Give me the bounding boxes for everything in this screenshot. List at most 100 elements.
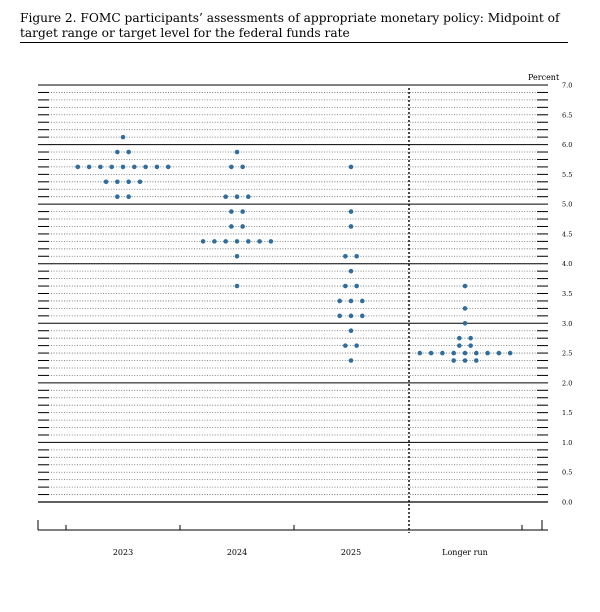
y-tick-label: 6.0 [562,141,572,149]
y-tick-label: 5.5 [562,171,572,179]
participant-dot [428,350,434,356]
participant-dot [132,164,137,170]
y-tick-label: 6.5 [562,111,572,119]
participant-dot [86,164,92,170]
participant-dot [451,350,457,356]
participant-dot [109,164,114,170]
participant-dot [229,224,234,229]
participant-dot [496,350,502,356]
participant-dot [360,298,365,304]
participant-dot [120,164,126,170]
y-axis-label: Percent [528,73,560,82]
participant-dot [223,239,228,244]
y-tick-label: 1.0 [562,439,572,447]
x-category-label: Longer run [442,548,488,557]
y-tick-label: 4.0 [562,260,572,268]
participant-dot [98,164,103,170]
participant-dot [354,283,359,289]
participant-dot [246,194,251,199]
x-category-label: 2023 [113,548,133,557]
participant-dot [354,343,359,348]
x-category-label: 2024 [227,548,247,557]
participant-dot [360,313,365,319]
participant-dot [462,283,468,289]
participant-dot [457,335,462,341]
participant-dot [337,298,343,304]
participant-dot [234,253,240,259]
participant-dot [343,253,348,259]
participant-dot [348,209,354,214]
participant-dot [229,209,234,214]
y-tick-label: 2.0 [562,379,572,387]
participant-dot [75,164,81,170]
participant-dot [212,239,217,244]
participant-dot [343,343,348,348]
x-category-label: 2025 [341,548,361,557]
title-rule [20,42,568,43]
participant-dot [337,313,343,319]
participant-dot [200,239,206,244]
figure-title: Figure 2. FOMC participants’ assessments… [20,11,560,40]
y-tick-label: 2.5 [562,350,572,358]
participant-dot [468,335,473,341]
participant-dot [348,268,354,274]
participant-dot [234,194,240,199]
y-tick-label: 7.0 [562,82,572,90]
participant-dot [507,350,513,356]
participant-dot [474,350,479,356]
y-tick-label: 3.0 [562,320,572,328]
participant-dot [348,358,354,363]
participant-dot [154,164,160,170]
participant-dot [115,179,120,185]
participant-dot [417,350,423,356]
participant-dot [474,358,479,363]
labels: 0.0 0.5 1.0 1.5 2.0 2.5 3.0 3.5 4.0 4.5 5.0 5.5 6.0 6… [113,73,573,557]
participant-dot [137,179,143,185]
participant-dot [348,224,354,229]
participant-dot [234,283,240,289]
participant-dot [120,134,126,140]
participant-dot [126,194,131,199]
participant-dot [229,164,234,170]
y-tick-label: 3.5 [562,290,572,298]
participant-dot [348,164,354,170]
y-tick-label: 1.5 [562,409,572,417]
participant-dot [468,343,473,348]
participant-dot [234,149,240,155]
participant-dot [115,149,120,155]
participant-dot [348,313,354,319]
participant-dot [343,283,348,289]
participant-dot [462,320,468,326]
participant-dot [348,328,354,334]
y-tick-label: 4.5 [562,230,572,238]
axes [37,88,548,533]
participant-dot [223,194,228,199]
participant-dot [126,149,131,155]
participant-dot [451,358,457,363]
participant-dot [240,224,245,229]
participant-dot [457,343,462,348]
y-tick-label: 5.0 [562,201,572,209]
dots [75,134,513,363]
participant-dot [240,164,245,170]
participant-dot [257,239,262,244]
participant-dot [103,179,109,185]
y-tick-label: 0.5 [562,469,572,477]
participant-dot [240,209,245,214]
participant-dot [354,253,359,259]
participant-dot [462,306,468,311]
participant-dot [143,164,148,170]
participant-dot [462,350,468,356]
participant-dot [268,239,274,244]
participant-dot [246,239,251,244]
participant-dot [485,350,490,356]
participant-dot [462,358,468,363]
participant-dot [115,194,120,199]
participant-dot [348,298,354,304]
participant-dot [440,350,445,356]
grid-lines [38,84,548,503]
y-tick-label: 0.0 [562,499,572,507]
participant-dot [234,239,240,244]
participant-dot [126,179,131,185]
